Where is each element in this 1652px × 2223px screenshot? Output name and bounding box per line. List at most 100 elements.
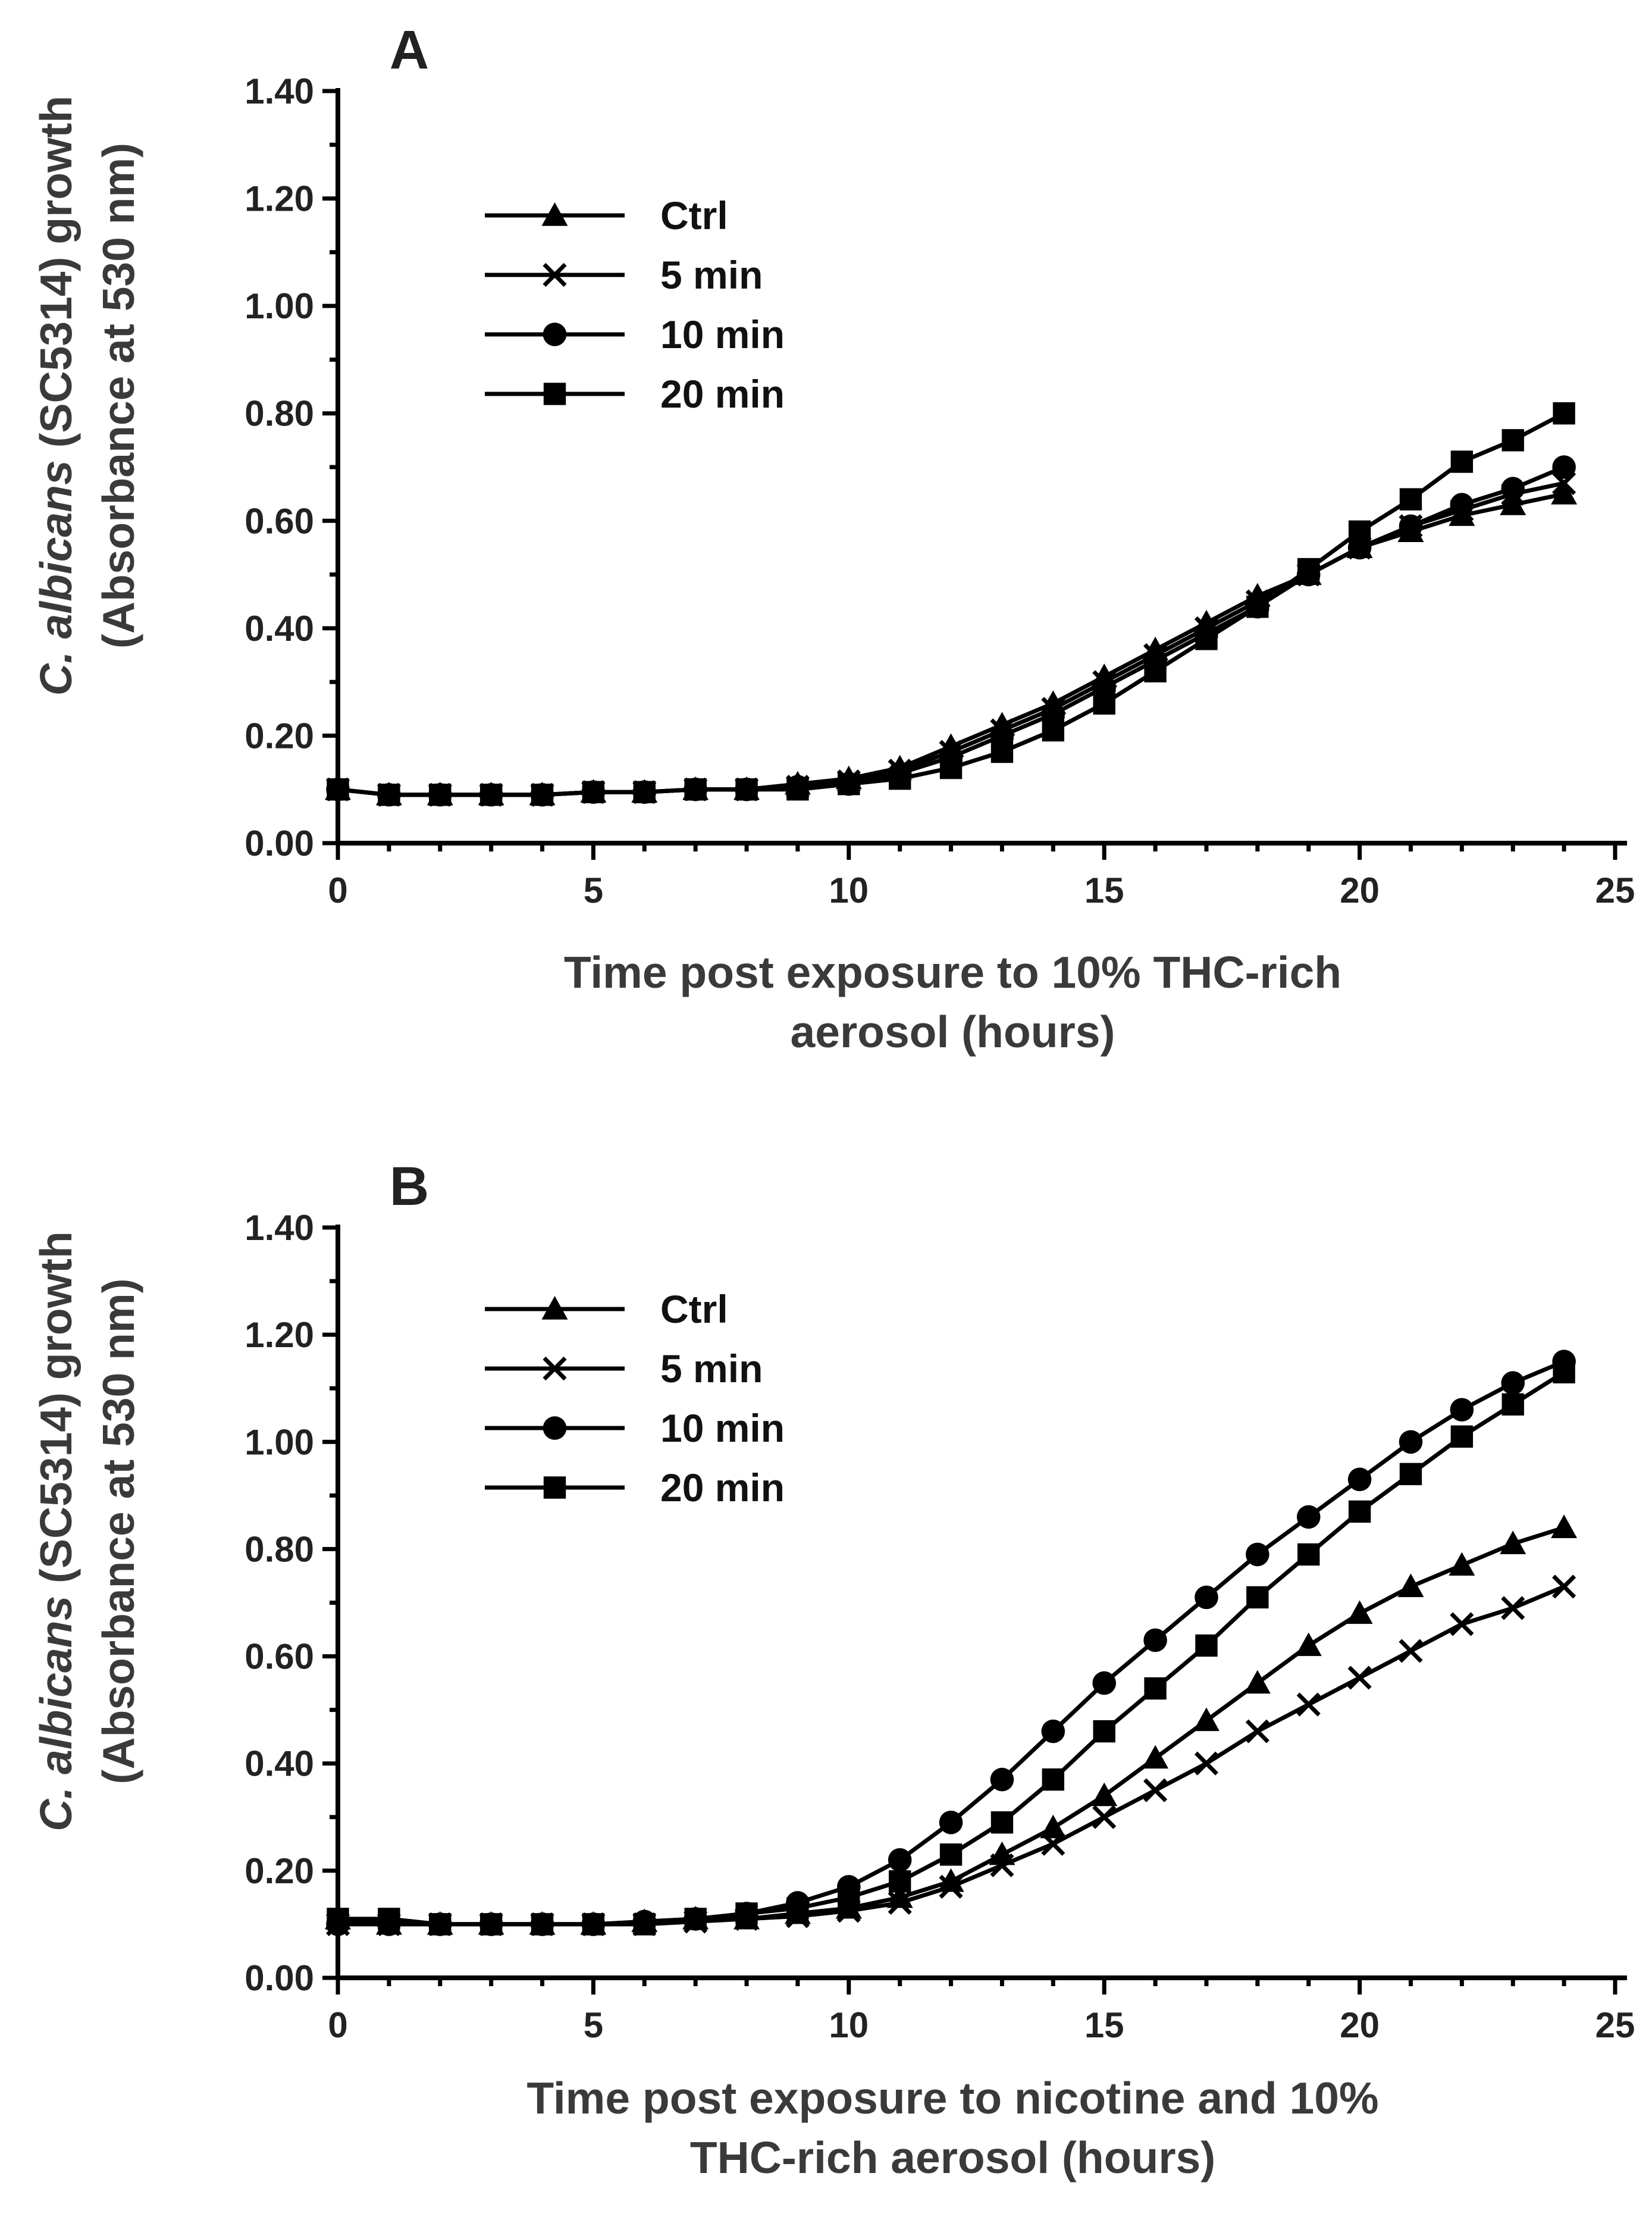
data-point	[1399, 1430, 1423, 1454]
data-point	[1348, 1500, 1371, 1523]
data-point	[378, 784, 400, 806]
data-point	[1397, 1573, 1424, 1598]
data-point	[633, 1913, 656, 1936]
data-point	[1295, 1632, 1322, 1657]
data-point	[1297, 1543, 1320, 1566]
x-tick-label: 5	[584, 2005, 603, 2045]
x-axis-title-line1: Time post exposure to 10% THC-rich	[564, 947, 1341, 997]
y-axis-title-italic: C. albicans	[31, 460, 81, 696]
legend-label: 5 min	[660, 253, 763, 297]
legend-marker	[543, 262, 567, 287]
data-point	[1041, 1719, 1065, 1743]
data-point	[1296, 1505, 1321, 1529]
data-point	[1500, 1530, 1526, 1555]
data-point	[990, 1767, 1014, 1792]
data-point	[990, 1811, 1014, 1834]
x-axis-title-line2: THC-rich aerosol (hours)	[690, 2133, 1215, 2183]
data-point	[1551, 481, 1578, 505]
data-point	[939, 1843, 963, 1866]
data-point	[735, 778, 758, 801]
data-point	[1245, 1719, 1269, 1743]
x-tick-label: 25	[1595, 2005, 1635, 2045]
data-point	[327, 778, 349, 801]
y-tick-label: 0.80	[244, 394, 314, 434]
data-point	[1500, 491, 1526, 515]
panel-letter: B	[390, 1156, 429, 1217]
data-point	[888, 1848, 912, 1872]
legend-label: 20 min	[660, 1466, 785, 1510]
data-point	[1501, 1393, 1524, 1416]
data-point	[1553, 402, 1575, 425]
legend-label: 10 min	[660, 1406, 785, 1450]
y-axis-title-line1: C. albicans (SC5314) growth	[31, 96, 81, 696]
x-tick-label: 5	[584, 871, 603, 910]
x-tick-label: 0	[328, 2005, 347, 2045]
y-tick-label: 0.00	[244, 1958, 314, 1998]
y-tick-label: 0.20	[244, 1851, 314, 1891]
y-tick-label: 1.20	[244, 179, 314, 219]
y-axis-title-line2: (Absorbance at 530 nm)	[93, 1278, 143, 1784]
data-point	[838, 1886, 860, 1909]
y-tick-label: 1.00	[244, 286, 314, 326]
data-point	[1501, 1596, 1525, 1620]
y-tick-label: 0.60	[244, 501, 314, 541]
legend-marker	[543, 1416, 567, 1440]
data-point	[1552, 1574, 1576, 1599]
data-point	[888, 1890, 912, 1915]
y-axis-title-rest: (SC5314) growth	[31, 96, 81, 461]
y-tick-label: 0.40	[244, 609, 314, 649]
data-point	[1450, 493, 1474, 516]
data-point	[531, 1913, 554, 1936]
x-tick-label: 10	[829, 2005, 869, 2045]
data-point	[582, 1913, 605, 1936]
legend: Ctrl 5 min 10 min 20 min	[485, 193, 785, 416]
panel-letter: A	[390, 20, 429, 80]
data-point	[1194, 1751, 1219, 1776]
data-point	[786, 1897, 809, 1920]
x-tick-label: 20	[1340, 871, 1380, 910]
data-point	[1501, 429, 1524, 452]
x-tick-label: 25	[1595, 871, 1635, 910]
x-tick-label: 10	[829, 871, 869, 910]
data-point	[1348, 520, 1371, 543]
y-tick-label: 1.00	[244, 1422, 314, 1462]
x-tick-label: 15	[1084, 2005, 1124, 2045]
data-point	[1041, 1831, 1065, 1856]
data-point	[429, 784, 452, 806]
data-point	[1195, 1585, 1218, 1610]
y-tick-label: 0.40	[244, 1744, 314, 1784]
x-tick-label: 15	[1084, 871, 1124, 910]
x-axis-title-line1: Time post exposure to nicotine and 10%	[526, 2073, 1378, 2123]
legend-label: Ctrl	[660, 193, 728, 237]
y-tick-label: 0.60	[244, 1637, 314, 1677]
data-point	[479, 1913, 503, 1936]
data-point	[1246, 1542, 1269, 1567]
data-point	[1347, 1665, 1372, 1690]
legend-marker	[543, 383, 566, 405]
data-point	[1450, 450, 1474, 473]
data-point	[888, 767, 911, 790]
data-point	[1449, 1552, 1475, 1576]
data-point	[939, 1810, 963, 1834]
data-point	[1144, 660, 1167, 682]
data-point	[1092, 1671, 1116, 1695]
y-axis-title-line1: C. albicans (SC5314) growth	[31, 1231, 81, 1831]
data-point	[1040, 1814, 1067, 1839]
data-point	[429, 1913, 452, 1936]
legend-marker	[541, 202, 568, 226]
series-ctrl	[325, 1514, 1578, 1935]
data-point	[1552, 455, 1576, 479]
data-point	[1143, 1778, 1168, 1802]
legend-marker	[543, 1476, 566, 1499]
series-10-min	[326, 455, 1576, 807]
data-point	[1093, 1720, 1115, 1743]
data-point	[939, 756, 963, 779]
data-point	[327, 1908, 349, 1930]
data-point	[1092, 1805, 1117, 1829]
y-tick-label: 0.20	[244, 716, 314, 756]
data-point	[1450, 1398, 1474, 1422]
series-line	[338, 1359, 1565, 1927]
panel-a: A 0.00 0.20 0.40 0.60 0.80 1.00 1.20 1.40 0 5 10 15 2…	[31, 20, 1635, 1057]
series-20-min	[327, 402, 1575, 806]
